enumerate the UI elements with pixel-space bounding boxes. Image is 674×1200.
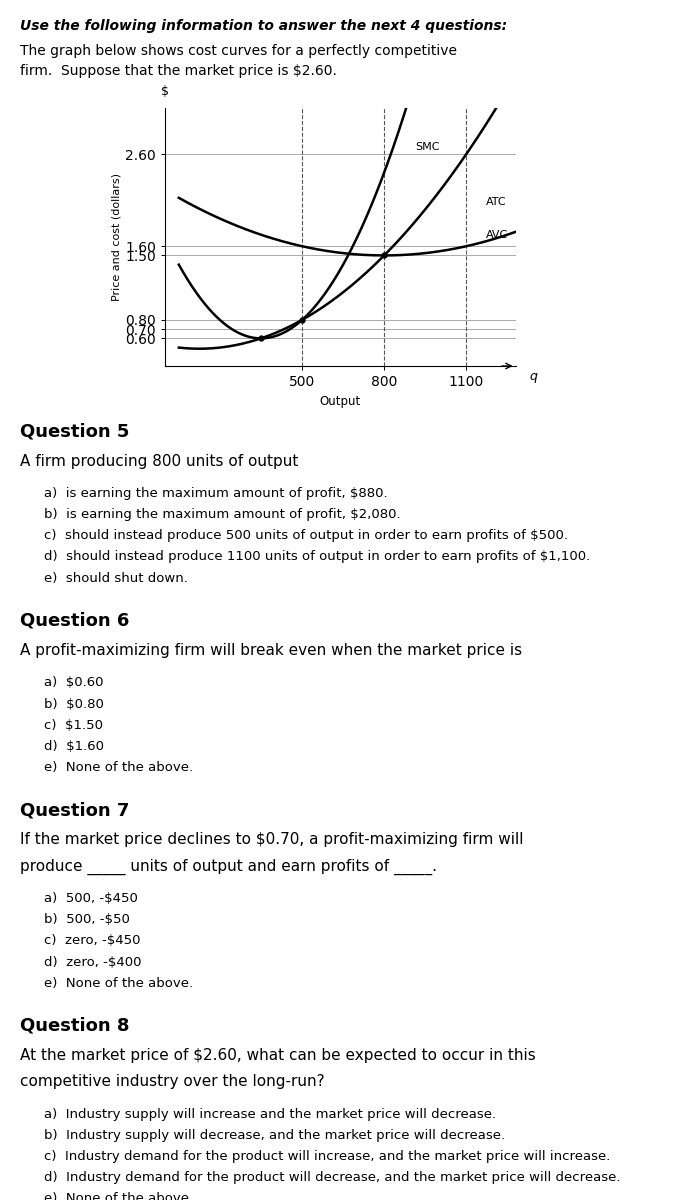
Text: q: q	[530, 370, 537, 383]
Text: a)  $0.60: a) $0.60	[44, 677, 103, 690]
Text: b)  $0.80: b) $0.80	[44, 697, 104, 710]
Text: e)  should shut down.: e) should shut down.	[44, 571, 187, 584]
Text: a)  is earning the maximum amount of profit, $880.: a) is earning the maximum amount of prof…	[44, 487, 388, 500]
Text: b)  Industry supply will decrease, and the market price will decrease.: b) Industry supply will decrease, and th…	[44, 1129, 505, 1142]
Text: AVC: AVC	[485, 230, 508, 240]
Text: d)  zero, -$400: d) zero, -$400	[44, 955, 142, 968]
Text: Question 7: Question 7	[20, 802, 129, 820]
Text: c)  Industry demand for the product will increase, and the market price will inc: c) Industry demand for the product will …	[44, 1150, 610, 1163]
Text: c)  should instead produce 500 units of output in order to earn profits of $500.: c) should instead produce 500 units of o…	[44, 529, 568, 542]
Text: Question 6: Question 6	[20, 612, 129, 630]
Text: A profit-maximizing firm will break even when the market price is: A profit-maximizing firm will break even…	[20, 643, 522, 658]
Text: b)  500, -$50: b) 500, -$50	[44, 913, 129, 926]
Text: Use the following information to answer the next 4 questions:: Use the following information to answer …	[20, 19, 508, 34]
Y-axis label: Price and cost (dollars): Price and cost (dollars)	[111, 173, 121, 301]
Text: Question 8: Question 8	[20, 1016, 129, 1034]
Text: produce _____ units of output and earn profits of _____.: produce _____ units of output and earn p…	[20, 859, 437, 875]
Text: c)  $1.50: c) $1.50	[44, 719, 103, 732]
Text: a)  500, -$450: a) 500, -$450	[44, 892, 137, 905]
Text: If the market price declines to $0.70, a profit-maximizing firm will: If the market price declines to $0.70, a…	[20, 833, 524, 847]
Text: e)  None of the above.: e) None of the above.	[44, 977, 193, 990]
Text: d)  should instead produce 1100 units of output in order to earn profits of $1,1: d) should instead produce 1100 units of …	[44, 551, 590, 564]
Text: SMC: SMC	[416, 143, 440, 152]
Text: e)  None of the above.: e) None of the above.	[44, 761, 193, 774]
Text: competitive industry over the long-run?: competitive industry over the long-run?	[20, 1074, 325, 1090]
Text: c)  zero, -$450: c) zero, -$450	[44, 935, 140, 948]
Text: d)  Industry demand for the product will decrease, and the market price will dec: d) Industry demand for the product will …	[44, 1171, 620, 1184]
X-axis label: Output: Output	[319, 395, 361, 408]
Text: ATC: ATC	[485, 197, 506, 206]
Text: e)  None of the above.: e) None of the above.	[44, 1193, 193, 1200]
Text: b)  is earning the maximum amount of profit, $2,080.: b) is earning the maximum amount of prof…	[44, 508, 400, 521]
Text: At the market price of $2.60, what can be expected to occur in this: At the market price of $2.60, what can b…	[20, 1048, 536, 1063]
Text: firm.  Suppose that the market price is $2.60.: firm. Suppose that the market price is $…	[20, 64, 337, 78]
Text: The graph below shows cost curves for a perfectly competitive: The graph below shows cost curves for a …	[20, 44, 457, 59]
Text: a)  Industry supply will increase and the market price will decrease.: a) Industry supply will increase and the…	[44, 1108, 496, 1121]
Text: $: $	[161, 85, 169, 97]
Text: Question 5: Question 5	[20, 422, 129, 440]
Text: d)  $1.60: d) $1.60	[44, 740, 104, 752]
Text: A firm producing 800 units of output: A firm producing 800 units of output	[20, 454, 299, 468]
